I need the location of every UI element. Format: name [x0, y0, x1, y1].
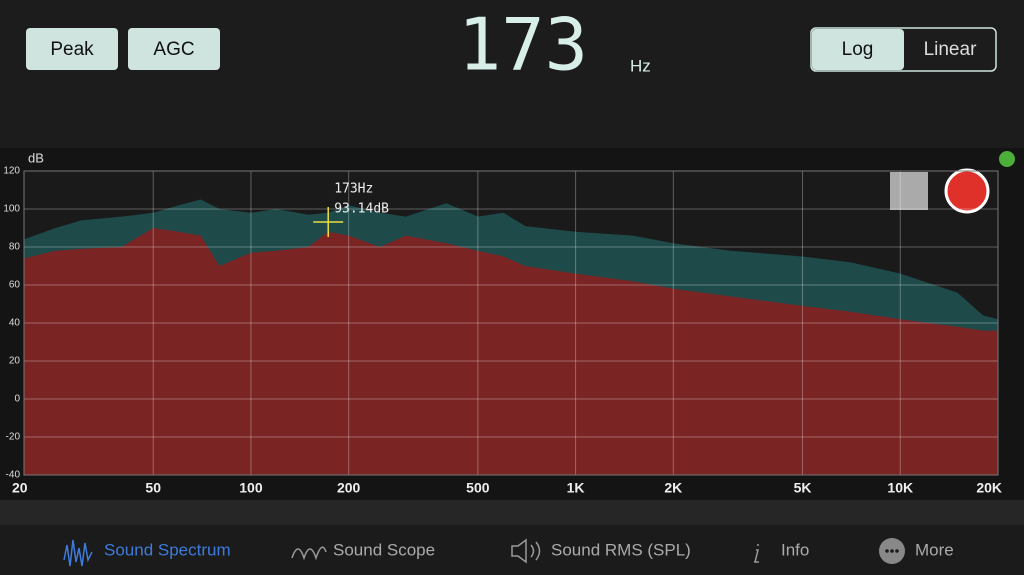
- tab-label[interactable]: More: [915, 540, 954, 559]
- x-tick-label: 20K: [976, 480, 1002, 496]
- stop-button[interactable]: [890, 172, 928, 210]
- scale-option[interactable]: Log: [842, 39, 874, 60]
- y-tick-label: 120: [3, 166, 20, 177]
- x-tick-label: 2K: [664, 480, 682, 496]
- scale-option[interactable]: Linear: [924, 39, 977, 60]
- y-tick-label: 60: [9, 280, 21, 291]
- x-tick-label: 500: [466, 480, 490, 496]
- x-tick-label: 200: [337, 480, 361, 496]
- tab-icon-dot: [895, 549, 899, 553]
- x-tick-label: 20: [12, 480, 28, 496]
- y-tick-label: 40: [9, 318, 21, 329]
- tab-icon[interactable]: [291, 546, 327, 561]
- cursor-freq: 173Hz: [334, 182, 373, 197]
- scale-option-selected[interactable]: [812, 29, 904, 70]
- tab-icon[interactable]: [754, 544, 759, 563]
- record-button[interactable]: [944, 168, 990, 214]
- x-tick-label: 50: [145, 480, 161, 496]
- tab-label[interactable]: Sound RMS (SPL): [551, 540, 691, 559]
- y-tick-label: -20: [6, 432, 21, 443]
- y-tick-label: 80: [9, 242, 21, 253]
- spectrum-area: [24, 228, 998, 475]
- tab-icon[interactable]: [63, 539, 93, 567]
- header-button[interactable]: [128, 28, 220, 70]
- plot-border: [23, 170, 999, 476]
- y-tick-label: -40: [6, 470, 21, 481]
- y-tick-label: 100: [3, 204, 20, 215]
- x-tick-label: 5K: [794, 480, 812, 496]
- x-tick-label: 10K: [887, 480, 913, 496]
- cursor-level: 93.14dB: [334, 202, 389, 217]
- separator: [0, 500, 1024, 525]
- top-bar: [0, 0, 1024, 148]
- tab-icon-dot: [885, 549, 889, 553]
- y-tick-label: 0: [14, 394, 20, 405]
- frequency-display: 173: [458, 3, 588, 87]
- frequency-unit: Hz: [630, 56, 651, 75]
- x-tick-label: 1K: [567, 480, 585, 496]
- header-button-label[interactable]: Peak: [50, 39, 94, 60]
- y-axis-label: dB: [28, 150, 44, 165]
- header-button[interactable]: [26, 28, 118, 70]
- y-tick-label: 20: [9, 356, 21, 367]
- x-tick-label: 100: [239, 480, 263, 496]
- tab-icon-dot: [890, 549, 894, 553]
- tab-icon[interactable]: [511, 538, 541, 564]
- tab-label[interactable]: Sound Scope: [333, 540, 435, 559]
- tab-label[interactable]: Sound Spectrum: [104, 540, 231, 559]
- status-light: [999, 151, 1015, 167]
- tab-label[interactable]: Info: [781, 540, 809, 559]
- header-button-label[interactable]: AGC: [153, 39, 194, 60]
